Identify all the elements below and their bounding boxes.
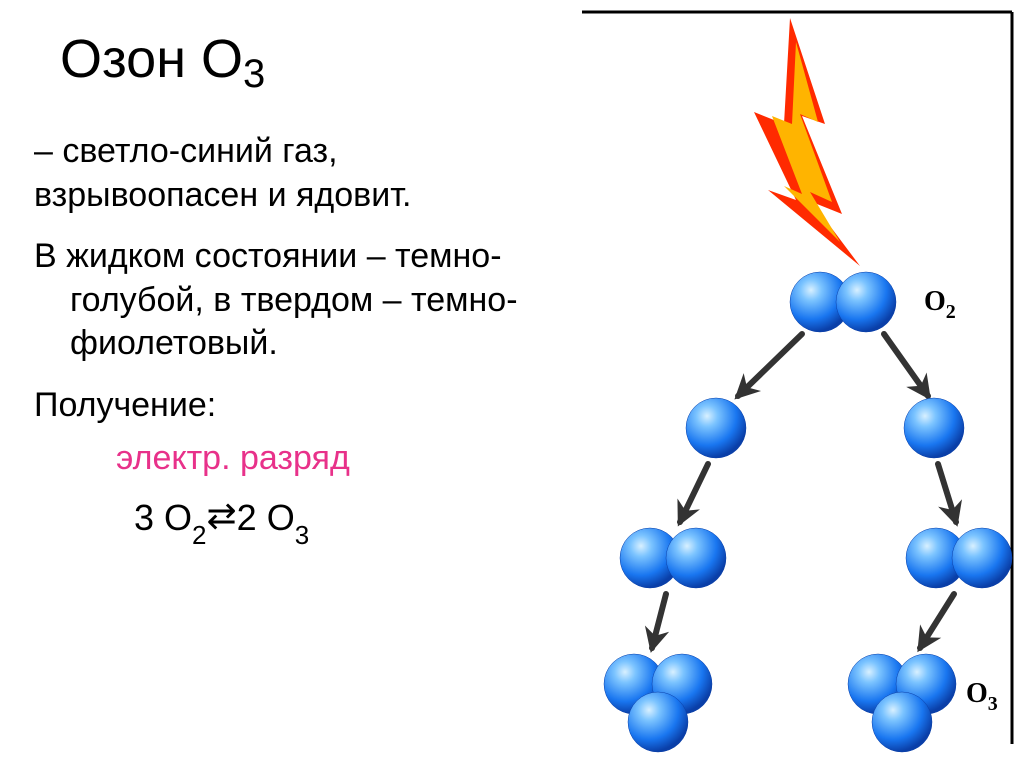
reaction-arrow-icon xyxy=(938,464,956,522)
molecule xyxy=(904,398,964,458)
reaction-arrow-icon xyxy=(652,594,666,648)
molecule xyxy=(686,398,746,458)
oxygen-atom-icon xyxy=(686,398,746,458)
obtain-heading: Получение: xyxy=(34,384,534,428)
slide-title: Озон O3 xyxy=(60,28,265,90)
molecule xyxy=(906,528,1012,588)
oxygen-atom-icon xyxy=(872,692,932,752)
equilibrium-arrow-icon: ⇄ xyxy=(207,493,237,539)
obtain-method: электр. разряд xyxy=(34,437,534,481)
lightning-icon xyxy=(754,18,860,266)
oxygen-atom-icon xyxy=(952,528,1012,588)
description-states: В жидком состоянии – темно-голубой, в тв… xyxy=(34,235,534,366)
molecule xyxy=(604,654,712,752)
oxygen-atom-icon xyxy=(836,272,896,332)
title-text: Озон O xyxy=(60,29,243,89)
molecule xyxy=(848,654,956,752)
title-subscript: 3 xyxy=(243,52,265,96)
oxygen-atom-icon xyxy=(628,692,688,752)
description-gas: – светло-синий газ, взрывоопасен и ядови… xyxy=(34,130,534,217)
molecule xyxy=(790,272,896,332)
equation: 3 O2 ⇄ 2 O3 xyxy=(34,495,534,546)
molecule xyxy=(620,528,726,588)
reaction-arrow-icon xyxy=(738,334,802,396)
oxygen-atom-icon xyxy=(904,398,964,458)
slide: Озон O3 – светло-синий газ, взрывоопасен… xyxy=(0,0,1024,767)
oxygen-atom-icon xyxy=(666,528,726,588)
reaction-arrow-icon xyxy=(920,594,954,648)
body-text: – светло-синий газ, взрывоопасен и ядови… xyxy=(34,130,534,546)
molecule-label: O2 xyxy=(924,286,956,323)
reaction-arrow-icon xyxy=(680,464,708,522)
reaction-arrow-icon xyxy=(884,334,928,396)
molecule-label: O3 xyxy=(966,678,998,715)
ozone-formation-diagram: O2 O3 xyxy=(540,4,1024,764)
